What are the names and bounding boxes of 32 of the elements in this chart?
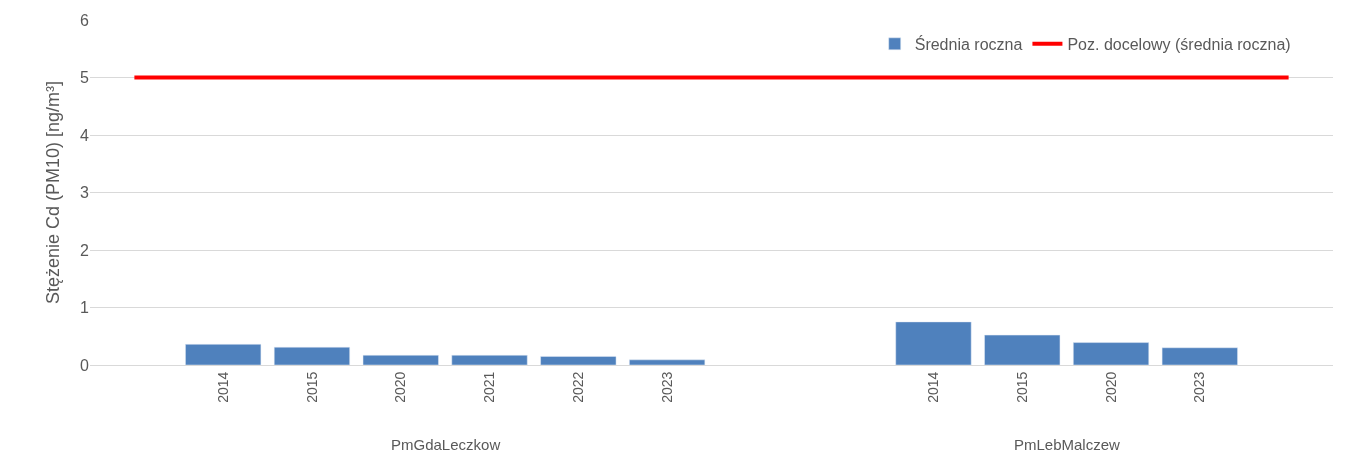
x-tick-label: 2014	[925, 371, 942, 403]
bar	[273, 346, 350, 365]
bar	[1161, 347, 1238, 365]
x-tick-label: 2023	[1191, 371, 1208, 403]
legend-label: Średnia roczna	[914, 35, 1023, 54]
y-tick-label: 3	[80, 184, 90, 202]
bar	[451, 354, 528, 365]
text: PmLebMalczew	[1014, 436, 1121, 450]
x-tick-label: 2015	[1013, 371, 1030, 403]
x-tick-label: 2015	[303, 371, 320, 403]
x-tick-label: 2022	[569, 371, 586, 403]
y-tick-label: 0	[80, 356, 90, 374]
y-tick-label: 2	[80, 241, 90, 259]
text: PmGdaLeczkow	[391, 436, 501, 450]
x-tick-label: 2023	[658, 371, 675, 403]
y-tick-label: 6	[80, 11, 90, 29]
y-tick-label: 4	[80, 126, 90, 144]
bar	[1073, 342, 1150, 365]
bar	[540, 356, 617, 365]
x-tick-label: 2020	[392, 371, 409, 403]
bar	[984, 334, 1061, 365]
bar	[185, 344, 262, 365]
bar	[629, 359, 706, 365]
legend-label: Poz. docelowy (średnia roczna)	[1067, 36, 1291, 54]
bar	[362, 354, 439, 365]
x-tick-label: 2020	[1102, 371, 1119, 403]
x-tick-label: 2014	[214, 371, 231, 403]
y-axis-title: Stężenie Cd (PM10) [ng/m³]	[43, 80, 64, 305]
x-tick-label: 2021	[481, 371, 498, 403]
y-tick-label: 5	[80, 69, 90, 87]
bar	[895, 321, 972, 365]
y-tick-label: 1	[80, 299, 90, 317]
